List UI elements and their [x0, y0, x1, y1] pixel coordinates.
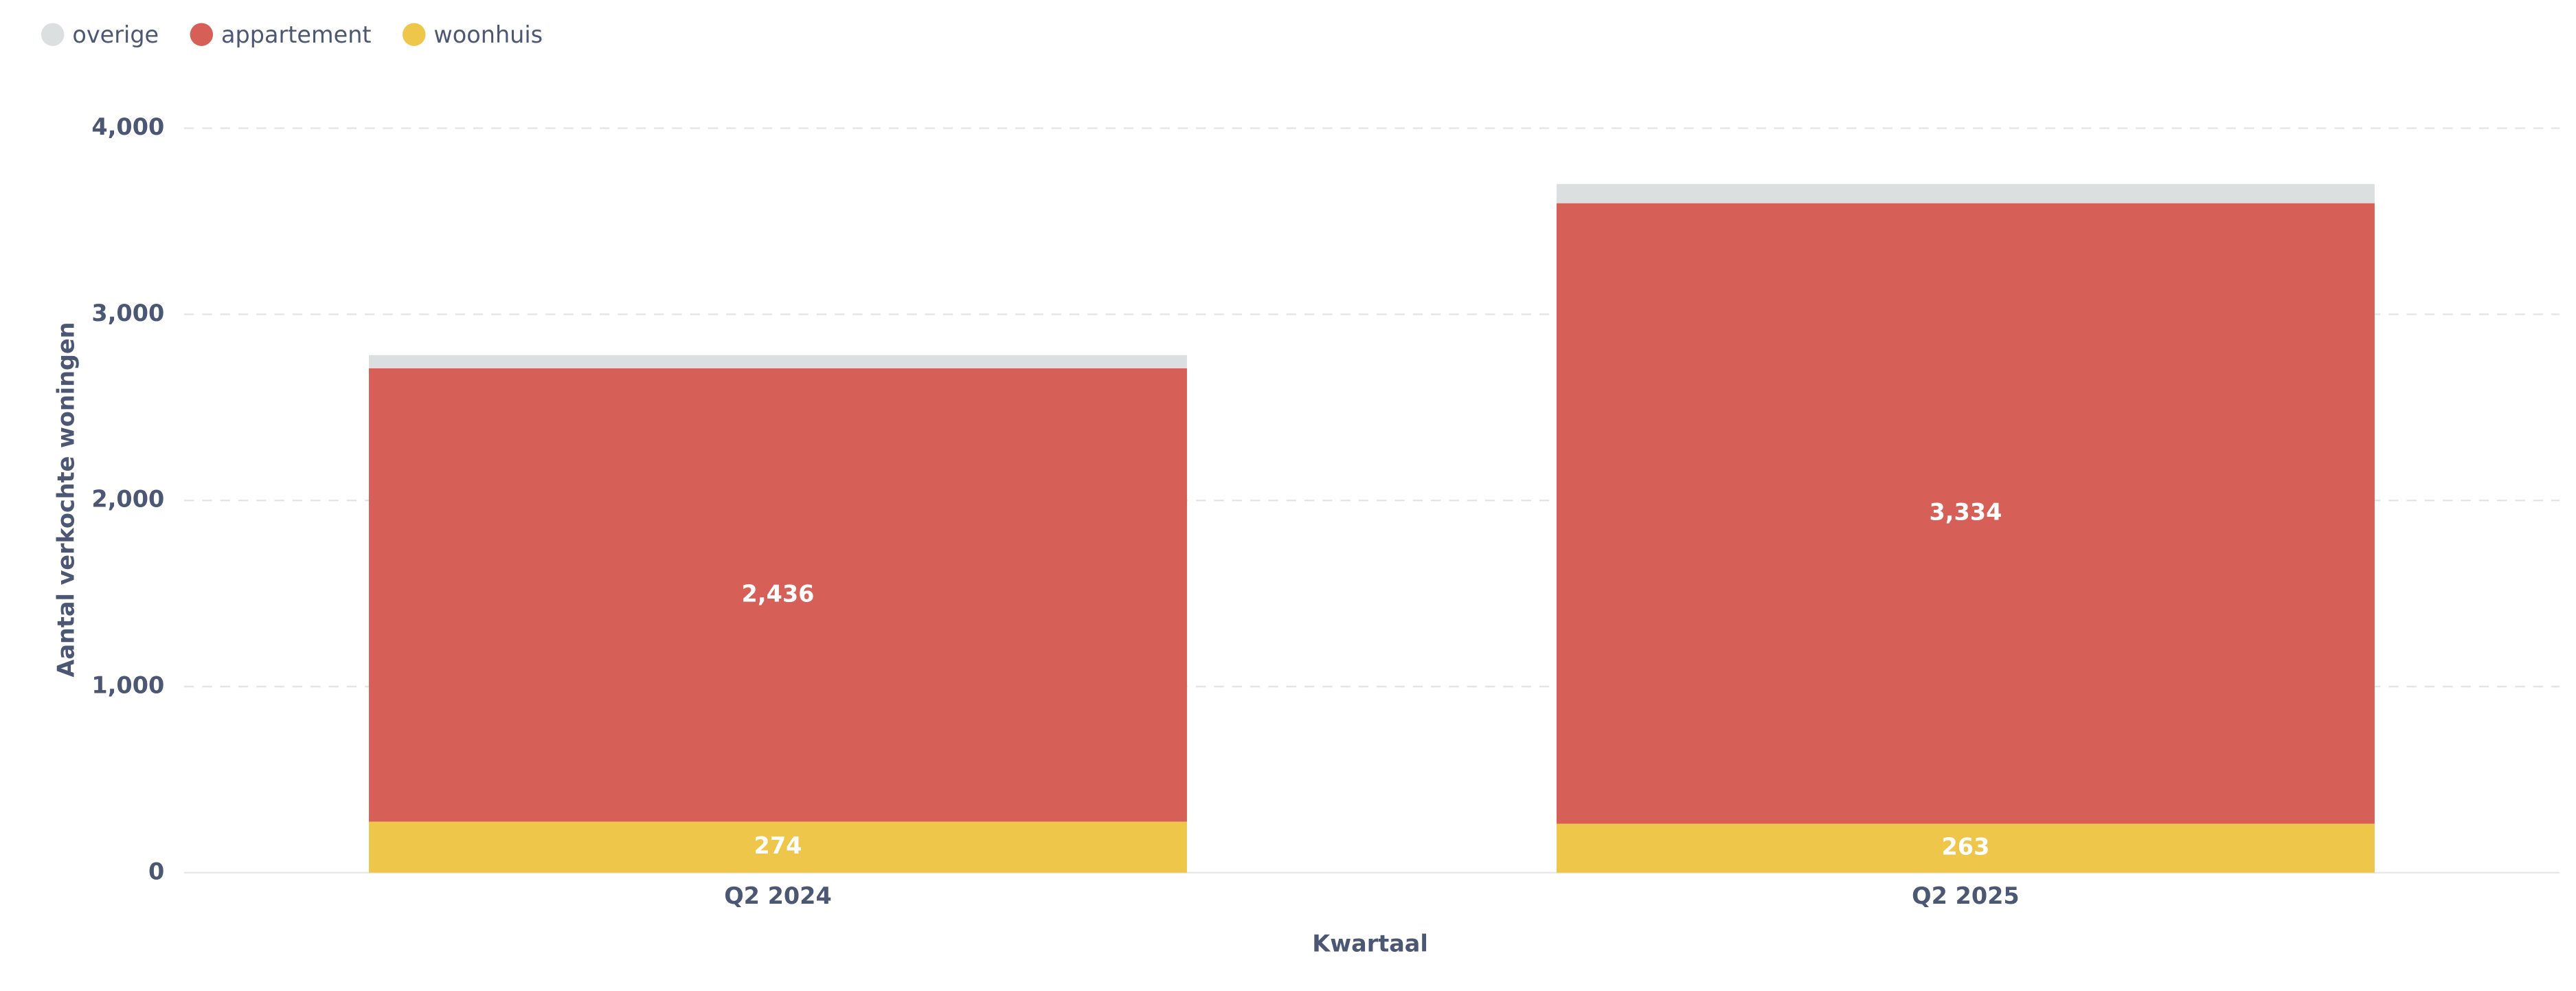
legend-marker — [402, 23, 426, 46]
bar-segment — [1556, 823, 2375, 873]
data-label: 274 — [754, 832, 802, 859]
data-label: 2,436 — [742, 580, 815, 607]
y-tick-label: 0 — [148, 858, 164, 884]
x-tick-label: Q2 2024 — [724, 882, 832, 909]
bar-segment — [1556, 203, 2375, 824]
data-label: 263 — [1942, 834, 1990, 860]
bar-segment — [369, 355, 1187, 368]
legend-marker — [190, 23, 214, 46]
bar-segment — [1556, 183, 2375, 203]
data-label: 3,334 — [1930, 499, 2002, 526]
x-axis-label: Kwartaal — [1312, 931, 1428, 957]
bar-segment — [369, 821, 1187, 873]
y-tick-label: 2,000 — [91, 486, 164, 513]
y-axis-label: Aantal verkochte woningen — [53, 322, 80, 678]
legend-label: overige — [72, 21, 159, 48]
legend-marker — [41, 23, 65, 46]
x-tick-label: Q2 2025 — [1912, 882, 2020, 909]
legend-label: woonhuis — [433, 21, 543, 48]
bar-segment — [369, 368, 1187, 822]
y-tick-label: 3,000 — [91, 300, 164, 326]
y-tick-label: 1,000 — [91, 671, 164, 698]
y-tick-label: 4,000 — [91, 113, 164, 140]
legend-label: appartement — [221, 21, 372, 48]
